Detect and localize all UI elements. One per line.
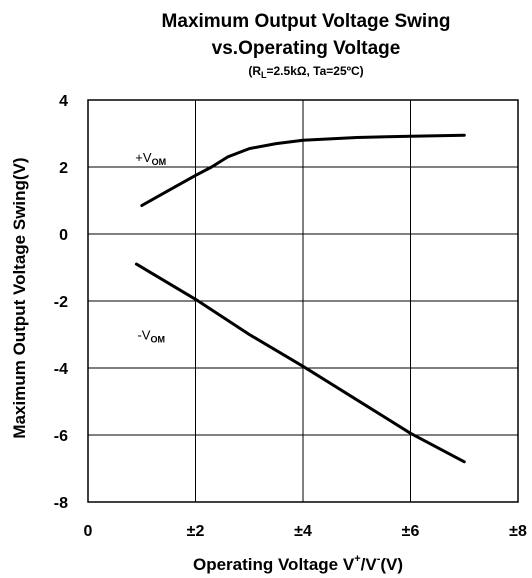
- x-axis-label-sup1: +: [354, 553, 360, 565]
- y-tick-label-4: -4: [54, 361, 68, 378]
- chart-title: Maximum Output Voltage Swing: [162, 11, 451, 32]
- x-axis-label: Operating Voltage V+/V-(V): [193, 553, 403, 574]
- x-tick-label-1: ±2: [187, 523, 205, 540]
- x-axis-label-mid: /V: [361, 555, 378, 574]
- series-line-1: [134, 262, 466, 464]
- plot-frame: [87, 99, 519, 503]
- series-lines: [134, 133, 466, 464]
- y-tick-label-0: 4: [59, 93, 68, 110]
- conditions-r-sub: L: [261, 70, 267, 80]
- y-tick-label-6: -8: [54, 495, 68, 512]
- x-axis-label-end: (V): [380, 555, 403, 574]
- x-tick-label-4: ±8: [509, 523, 527, 540]
- x-tick-label-2: ±4: [294, 523, 312, 540]
- y-tick-label-2: 0: [59, 227, 68, 244]
- chart-title-line2: vs.Operating Voltage: [212, 38, 401, 59]
- series-label-main-1: -V: [137, 328, 150, 343]
- tick-labels: 0 ±2 ±4 ±6 ±8 4 2 0 -2 -4 -6 -8: [54, 93, 527, 540]
- x-axis-label-sup2: -: [377, 553, 381, 565]
- series-label-main-0: +V: [135, 150, 152, 165]
- y-axis-label: Maximum Output Voltage Swing(V): [10, 157, 29, 438]
- y-tick-label-1: 2: [59, 160, 68, 177]
- x-axis-label-main: Operating Voltage V: [193, 555, 355, 574]
- y-tick-label-3: -2: [54, 294, 68, 311]
- chart-conditions: (RL=2.5kΩ, Ta=25ºC): [248, 64, 363, 80]
- grid: [88, 100, 518, 502]
- series-label-sub-1: OM: [150, 335, 165, 345]
- x-tick-label-0: 0: [84, 523, 93, 540]
- y-tick-label-5: -6: [54, 428, 68, 445]
- series-line-0: [140, 133, 466, 207]
- series-label-0: +VOM: [135, 150, 166, 167]
- series-label-sub-0: OM: [152, 157, 167, 167]
- x-tick-label-3: ±6: [402, 523, 420, 540]
- conditions-rest: =2.5kΩ, Ta=25ºC): [267, 64, 364, 78]
- series-label-1: -VOM: [137, 328, 165, 345]
- conditions-r: (R: [248, 64, 261, 78]
- series-labels: +VOM-VOM: [135, 150, 166, 345]
